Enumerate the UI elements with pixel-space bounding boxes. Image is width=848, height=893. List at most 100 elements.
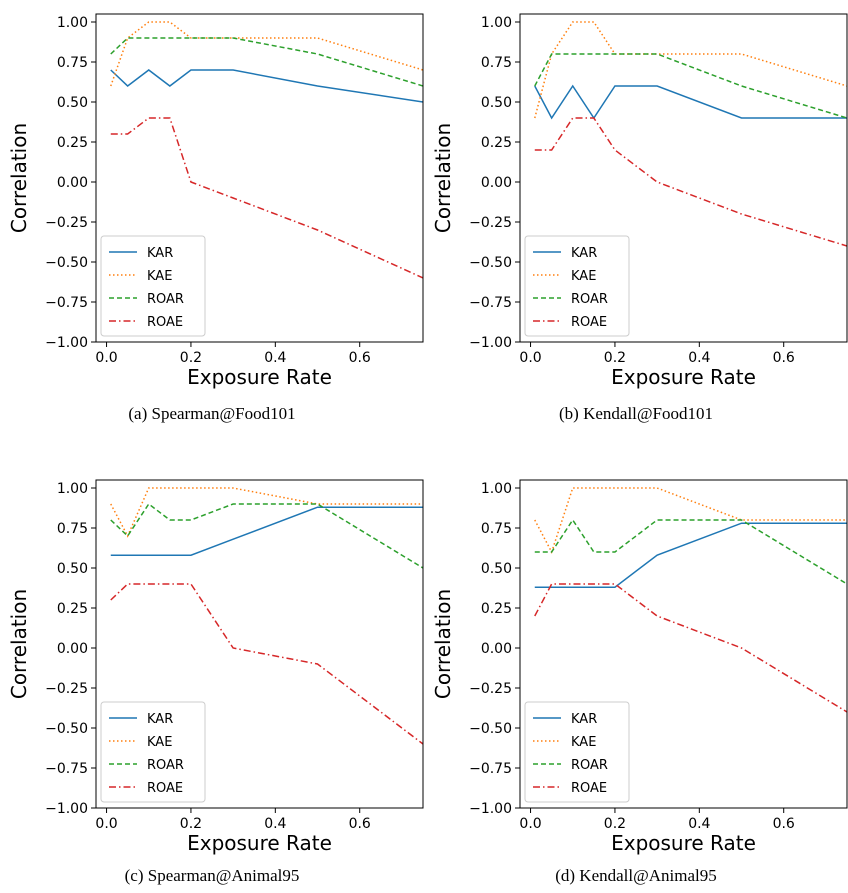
y-tick-label: 0.50	[481, 561, 512, 577]
y-tick-label: −0.50	[45, 721, 88, 737]
x-tick-label: 0.6	[349, 350, 371, 366]
y-tick-label: 1.00	[57, 15, 88, 31]
series-line-kae	[110, 21, 423, 87]
legend-label-roar: ROAR	[571, 758, 608, 773]
legend-label-roae: ROAE	[571, 781, 607, 796]
y-tick-label: 1.00	[57, 481, 88, 497]
y-tick-label: 0.00	[57, 641, 88, 657]
y-tick-label: −0.25	[45, 681, 88, 697]
y-tick-label: 0.75	[481, 521, 512, 537]
series-line-kar	[110, 69, 423, 103]
x-tick-label: 0.0	[519, 816, 541, 832]
caption-d: (d) Kendall@Animal95	[555, 866, 717, 885]
series-line-kae	[534, 21, 847, 119]
x-tick-label: 0.2	[180, 816, 202, 832]
legend: KAR KAE ROAR ROAE	[100, 701, 206, 803]
x-tick-label: 0.4	[688, 816, 710, 832]
series-line-roar	[110, 37, 423, 87]
chart-svg: −1.00 −0.75 −0.50 −0.25 0.00 0.25 0.50 0.75 1.00…	[7, 479, 424, 855]
y-tick-label: −0.50	[469, 721, 512, 737]
series-line-roae	[534, 583, 847, 713]
series-line-kar	[534, 522, 847, 588]
y-tick-label: 0.00	[481, 641, 512, 657]
y-axis-label: Correlation	[7, 589, 31, 699]
y-tick-label: 0.50	[57, 561, 88, 577]
legend-label-kae: KAE	[147, 735, 172, 750]
x-tick-label: 0.6	[349, 816, 371, 832]
y-tick-label: 0.75	[57, 521, 88, 537]
chart-panel-c: −1.00 −0.75 −0.50 −0.25 0.00 0.25 0.50 0.75 1.00…	[0, 466, 424, 858]
legend-label-roae: ROAE	[147, 315, 183, 330]
x-tick-label: 0.0	[519, 350, 541, 366]
y-tick-label: −0.50	[45, 255, 88, 271]
legend-label-kar: KAR	[571, 246, 597, 261]
legend-label-roar: ROAR	[147, 758, 184, 773]
legend-label-roar: ROAR	[571, 292, 608, 307]
y-tick-label: −1.00	[45, 801, 88, 817]
x-axis-label: Exposure Rate	[611, 365, 756, 389]
caption-b: (b) Kendall@Food101	[559, 404, 713, 423]
y-tick-label: 0.75	[481, 55, 512, 71]
x-tick-label: 0.4	[264, 350, 286, 366]
x-axis-label: Exposure Rate	[187, 831, 332, 855]
series-group	[534, 487, 847, 713]
y-tick-label: −0.75	[469, 295, 512, 311]
series-group	[110, 21, 423, 279]
x-tick-label: 0.2	[604, 816, 626, 832]
series-group	[534, 21, 847, 247]
y-tick-label: 0.50	[57, 95, 88, 111]
y-tick-label: −0.50	[469, 255, 512, 271]
y-tick-label: 0.00	[57, 175, 88, 191]
legend-label-kae: KAE	[571, 269, 596, 284]
series-group	[110, 487, 423, 745]
x-tick-label: 0.6	[773, 816, 795, 832]
y-tick-label: 0.00	[481, 175, 512, 191]
series-line-roae	[110, 583, 423, 745]
y-tick-label: 0.25	[57, 601, 88, 617]
series-line-roar	[534, 53, 847, 119]
legend-label-kae: KAE	[571, 735, 596, 750]
y-tick-label: −0.25	[469, 215, 512, 231]
plot-frame	[95, 479, 424, 809]
chart-svg: −1.00 −0.75 −0.50 −0.25 0.00 0.25 0.50 0.75 1.00…	[7, 13, 424, 389]
x-axis-label: Exposure Rate	[611, 831, 756, 855]
y-tick-label: −1.00	[469, 335, 512, 351]
chart-panel-b: −1.00 −0.75 −0.50 −0.25 0.00 0.25 0.50 0.75 1.00…	[424, 0, 848, 392]
x-tick-label: 0.2	[604, 350, 626, 366]
x-tick-label: 0.2	[180, 350, 202, 366]
series-line-kae	[110, 487, 423, 538]
y-tick-label: −0.75	[469, 761, 512, 777]
series-line-roar	[110, 502, 423, 569]
plot-frame	[519, 13, 848, 343]
series-line-roae	[110, 117, 423, 279]
caption-a: (a) Spearman@Food101	[128, 404, 296, 423]
legend-label-kar: KAR	[147, 712, 173, 727]
y-tick-label: 0.25	[57, 135, 88, 151]
series-line-kar	[110, 506, 423, 556]
y-axis-label: Correlation	[431, 123, 455, 233]
plot-frame	[519, 479, 848, 809]
series-line-roae	[534, 117, 847, 247]
legend: KAR KAE ROAR ROAE	[524, 235, 630, 337]
legend-box	[524, 235, 630, 337]
x-tick-label: 0.4	[264, 816, 286, 832]
y-tick-label: −0.75	[45, 761, 88, 777]
legend-label-roar: ROAR	[147, 292, 184, 307]
y-tick-label: 1.00	[481, 15, 512, 31]
y-tick-label: −0.25	[469, 681, 512, 697]
x-tick-label: 0.0	[95, 816, 117, 832]
legend-label-kae: KAE	[147, 269, 172, 284]
y-axis-label: Correlation	[431, 589, 455, 699]
x-tick-label: 0.4	[688, 350, 710, 366]
legend: KAR KAE ROAR ROAE	[100, 235, 206, 337]
legend-label-kar: KAR	[571, 712, 597, 727]
y-tick-label: −0.75	[45, 295, 88, 311]
caption-c: (c) Spearman@Animal95	[124, 866, 300, 885]
series-line-kar	[534, 84, 847, 120]
x-axis-label: Exposure Rate	[187, 365, 332, 389]
y-axis-label: Correlation	[7, 123, 31, 233]
legend-label-roae: ROAE	[571, 315, 607, 330]
y-tick-label: −1.00	[45, 335, 88, 351]
series-line-roar	[534, 518, 847, 585]
y-tick-label: 0.25	[481, 601, 512, 617]
